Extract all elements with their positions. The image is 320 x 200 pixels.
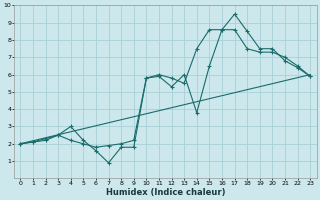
X-axis label: Humidex (Indice chaleur): Humidex (Indice chaleur) [106,188,225,197]
